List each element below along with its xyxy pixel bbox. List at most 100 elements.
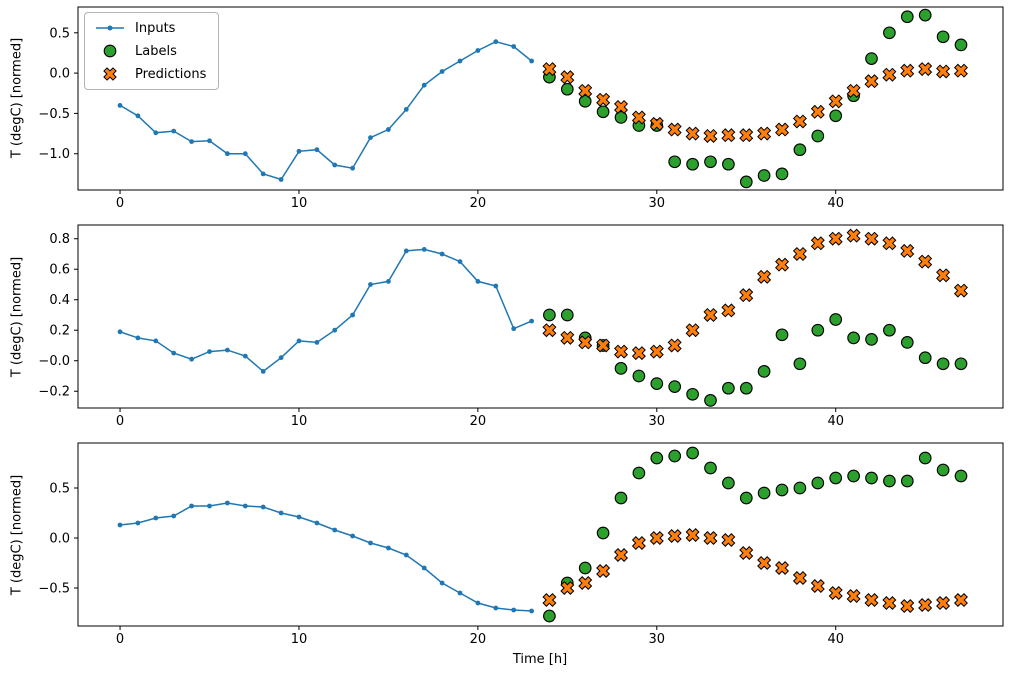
prediction-point bbox=[846, 83, 861, 98]
series-predictions bbox=[542, 62, 968, 143]
prediction-point bbox=[775, 257, 790, 272]
label-point bbox=[954, 38, 968, 52]
prediction-point bbox=[882, 67, 897, 82]
label-point bbox=[543, 609, 556, 623]
prediction-point bbox=[936, 596, 951, 610]
inputs-point bbox=[350, 533, 355, 539]
prediction-point bbox=[721, 303, 736, 318]
prediction-point bbox=[560, 581, 575, 595]
prediction-point bbox=[560, 330, 575, 345]
label-point bbox=[650, 451, 664, 465]
series-labels bbox=[543, 446, 968, 623]
prediction-point bbox=[596, 564, 611, 578]
series-inputs bbox=[117, 247, 534, 374]
label-point bbox=[704, 461, 717, 475]
inputs-point bbox=[117, 329, 123, 335]
label-point bbox=[865, 52, 878, 65]
inputs-point bbox=[260, 504, 266, 510]
inputs-point bbox=[296, 148, 302, 154]
prediction-point bbox=[953, 63, 968, 78]
label-point bbox=[739, 491, 753, 505]
inputs-point bbox=[225, 500, 230, 506]
prediction-point bbox=[649, 531, 664, 545]
prediction-point bbox=[810, 104, 825, 119]
label-point bbox=[668, 449, 682, 463]
label-point bbox=[596, 105, 610, 119]
inputs-point bbox=[457, 58, 463, 64]
axes-box bbox=[77, 442, 1004, 627]
inputs-point bbox=[403, 248, 409, 254]
prediction-point bbox=[685, 126, 700, 141]
inputs-point bbox=[171, 128, 177, 134]
label-point bbox=[847, 469, 860, 483]
prediction-point bbox=[936, 64, 951, 79]
inputs-point bbox=[332, 527, 338, 533]
prediction-point bbox=[703, 307, 718, 322]
prediction-point bbox=[739, 128, 754, 143]
prediction-point bbox=[810, 236, 825, 251]
label-point bbox=[775, 328, 789, 342]
inputs-point bbox=[403, 552, 409, 558]
label-point bbox=[793, 357, 807, 371]
label-point bbox=[829, 313, 843, 326]
series-inputs bbox=[117, 39, 534, 182]
inputs-point bbox=[260, 171, 266, 177]
inputs-point bbox=[439, 580, 445, 586]
legend-entry-inputs: Inputs bbox=[94, 20, 206, 36]
legend-label-labels: Labels bbox=[135, 43, 177, 59]
prediction-point bbox=[721, 128, 736, 143]
label-point bbox=[578, 94, 592, 108]
inputs-point bbox=[421, 82, 427, 88]
label-point bbox=[793, 481, 807, 495]
inputs-point bbox=[171, 350, 177, 356]
inputs-point bbox=[475, 48, 481, 53]
prediction-point bbox=[578, 335, 593, 350]
subplot-2: 0 10 20 30 40 0.8 0.6 0.4 0.2 −0.0 −0.2 bbox=[38, 224, 1004, 429]
label-point bbox=[614, 362, 628, 375]
label-point bbox=[954, 469, 968, 483]
inputs-point bbox=[475, 279, 481, 284]
prediction-point bbox=[703, 531, 718, 545]
legend-label-predictions: Predictions bbox=[135, 66, 207, 82]
y-tick-label: 0.8 bbox=[49, 232, 70, 247]
inputs-point bbox=[332, 162, 338, 168]
prediction-point bbox=[775, 561, 790, 575]
label-point bbox=[883, 323, 896, 337]
prediction-point bbox=[757, 556, 772, 570]
prediction-point bbox=[739, 288, 754, 303]
label-point bbox=[793, 143, 807, 157]
prediction-point bbox=[828, 94, 843, 109]
y-tick-label: 0.0 bbox=[49, 67, 70, 82]
prediction-point bbox=[667, 529, 682, 543]
y-tick-label: −0.0 bbox=[38, 354, 70, 369]
inputs-point bbox=[493, 39, 499, 45]
inputs-point bbox=[189, 139, 195, 145]
prediction-point bbox=[918, 254, 933, 269]
x-tick-label: 40 bbox=[827, 632, 844, 647]
prediction-point bbox=[631, 346, 646, 361]
labels-circle-icon bbox=[103, 44, 117, 58]
inputs-point bbox=[117, 522, 123, 528]
prediction-point bbox=[596, 338, 611, 353]
prediction-point bbox=[560, 70, 575, 85]
prediction-point bbox=[757, 126, 772, 141]
inputs-point bbox=[314, 340, 320, 345]
inputs-point bbox=[386, 279, 391, 284]
label-point bbox=[775, 167, 789, 181]
x-tick-label: 40 bbox=[827, 414, 844, 429]
prediction-point bbox=[900, 63, 915, 78]
series-inputs bbox=[117, 500, 534, 614]
prediction-point bbox=[649, 116, 664, 131]
prediction-point bbox=[864, 231, 879, 246]
inputs-point bbox=[117, 103, 123, 108]
y-axis-label-middle: T (degC) [normed] bbox=[9, 256, 25, 378]
inputs-point bbox=[225, 151, 230, 157]
inputs-line bbox=[119, 248, 532, 373]
inputs-point bbox=[189, 356, 195, 362]
label-point bbox=[739, 381, 753, 395]
prediction-point bbox=[721, 533, 736, 547]
label-point bbox=[936, 357, 950, 371]
label-point bbox=[954, 357, 968, 371]
inputs-point bbox=[529, 318, 534, 324]
inputs-point bbox=[171, 513, 177, 519]
